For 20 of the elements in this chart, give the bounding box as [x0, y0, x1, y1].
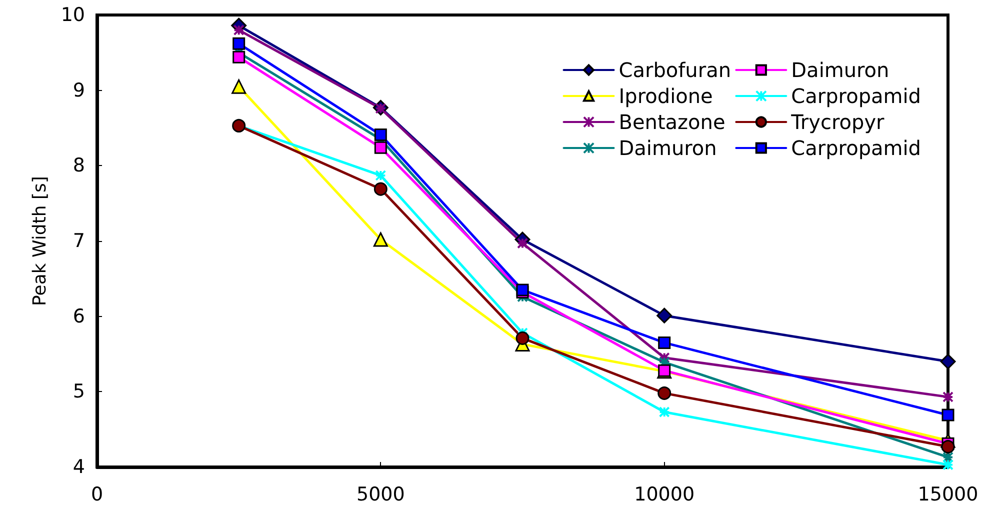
y-tick-label: 6 [72, 305, 85, 328]
legend-label: Daimuron [791, 58, 890, 82]
legend-label: Iprodione [618, 84, 713, 108]
x-tick-label: 10000 [634, 484, 695, 506]
legend-label: Bentazone [618, 110, 726, 134]
legend-label: Carbofuran [618, 58, 732, 82]
y-tick-label: 7 [72, 230, 85, 252]
y-tick-label: 10 [60, 4, 85, 26]
legend-label: Carpropamid [791, 136, 921, 160]
y-tick-label: 5 [72, 380, 85, 403]
x-tick-label: 5000 [356, 484, 405, 506]
legend-label: Carpropamid [791, 84, 921, 108]
legend-label: Daimuron [618, 136, 717, 160]
legend-label: Trycropyr [790, 110, 886, 134]
x-tick-label: 15000 [918, 484, 978, 506]
y-tick-label: 9 [72, 79, 85, 102]
x-tick-label: 0 [90, 484, 104, 506]
y-tick-label: 4 [72, 456, 85, 478]
y-tick-label: 8 [72, 154, 85, 177]
y-axis-title: Peak Width [s] [30, 176, 50, 306]
